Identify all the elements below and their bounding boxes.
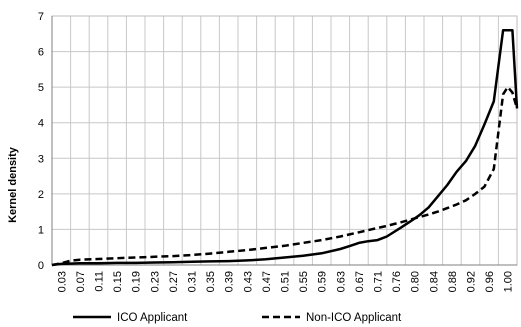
x-tick-label: 0.23 (149, 271, 161, 292)
x-tick-label: 0.51 (280, 271, 292, 292)
x-tick-label: 0.63 (335, 271, 347, 292)
x-tick-label: 0.19 (131, 271, 143, 292)
x-tick-label: 0.07 (75, 271, 87, 292)
x-tick-label: 0.39 (224, 271, 236, 292)
x-tick-label: 0.76 (391, 271, 403, 292)
y-tick-label: 4 (38, 118, 44, 130)
x-tick-label: 0.11 (94, 271, 106, 292)
series-line-ico-applicant (51, 28, 519, 267)
legend-label: ICO Applicant (117, 312, 188, 324)
x-tick-label: 0.59 (317, 271, 329, 292)
x-tick-label: 0.55 (298, 271, 310, 292)
x-tick-label: 0.67 (354, 271, 366, 292)
x-tick-label: 0.03 (56, 271, 68, 292)
x-tick-label: 1.00 (503, 271, 515, 292)
x-tick-label: 0.47 (261, 271, 273, 292)
x-tick-label: 0.15 (112, 271, 124, 292)
y-tick-label: 5 (38, 82, 44, 94)
y-tick-label: 2 (38, 189, 44, 201)
y-tick-label: 6 (38, 47, 44, 59)
grid-layer (52, 15, 518, 265)
legend: ICO Applicant Non-ICO Applicant (73, 312, 402, 324)
x-tick-label: 0.43 (242, 271, 254, 292)
x-tick-label: 0.71 (373, 271, 385, 292)
x-tick-label: 0.84 (428, 271, 440, 292)
y-tick-label: 1 (38, 224, 44, 236)
x-tick-label: 0.27 (168, 271, 180, 292)
series-line-non-ico-applicant (51, 85, 519, 267)
y-tick-label: 7 (38, 11, 44, 23)
axes-layer: 0 1 2 3 4 5 6 7 0.03 0.07 0.11 0.15 0.19 0.23 0.27 0.31… (38, 11, 518, 292)
series-layer (51, 28, 519, 267)
x-tick-label: 0.35 (205, 271, 217, 292)
y-tick-label: 0 (38, 260, 44, 272)
x-tick-label: 0.88 (447, 271, 459, 292)
x-tick-label: 0.92 (466, 271, 478, 292)
y-axis-title: Kernel density (7, 146, 19, 223)
plot-frame (51, 15, 518, 266)
legend-label: Non-ICO Applicant (306, 312, 402, 324)
x-tick-label: 0.96 (484, 271, 496, 292)
x-tick-label: 0.80 (410, 271, 422, 292)
x-tick-label: 0.31 (187, 271, 199, 292)
y-tick-label: 3 (38, 153, 44, 165)
